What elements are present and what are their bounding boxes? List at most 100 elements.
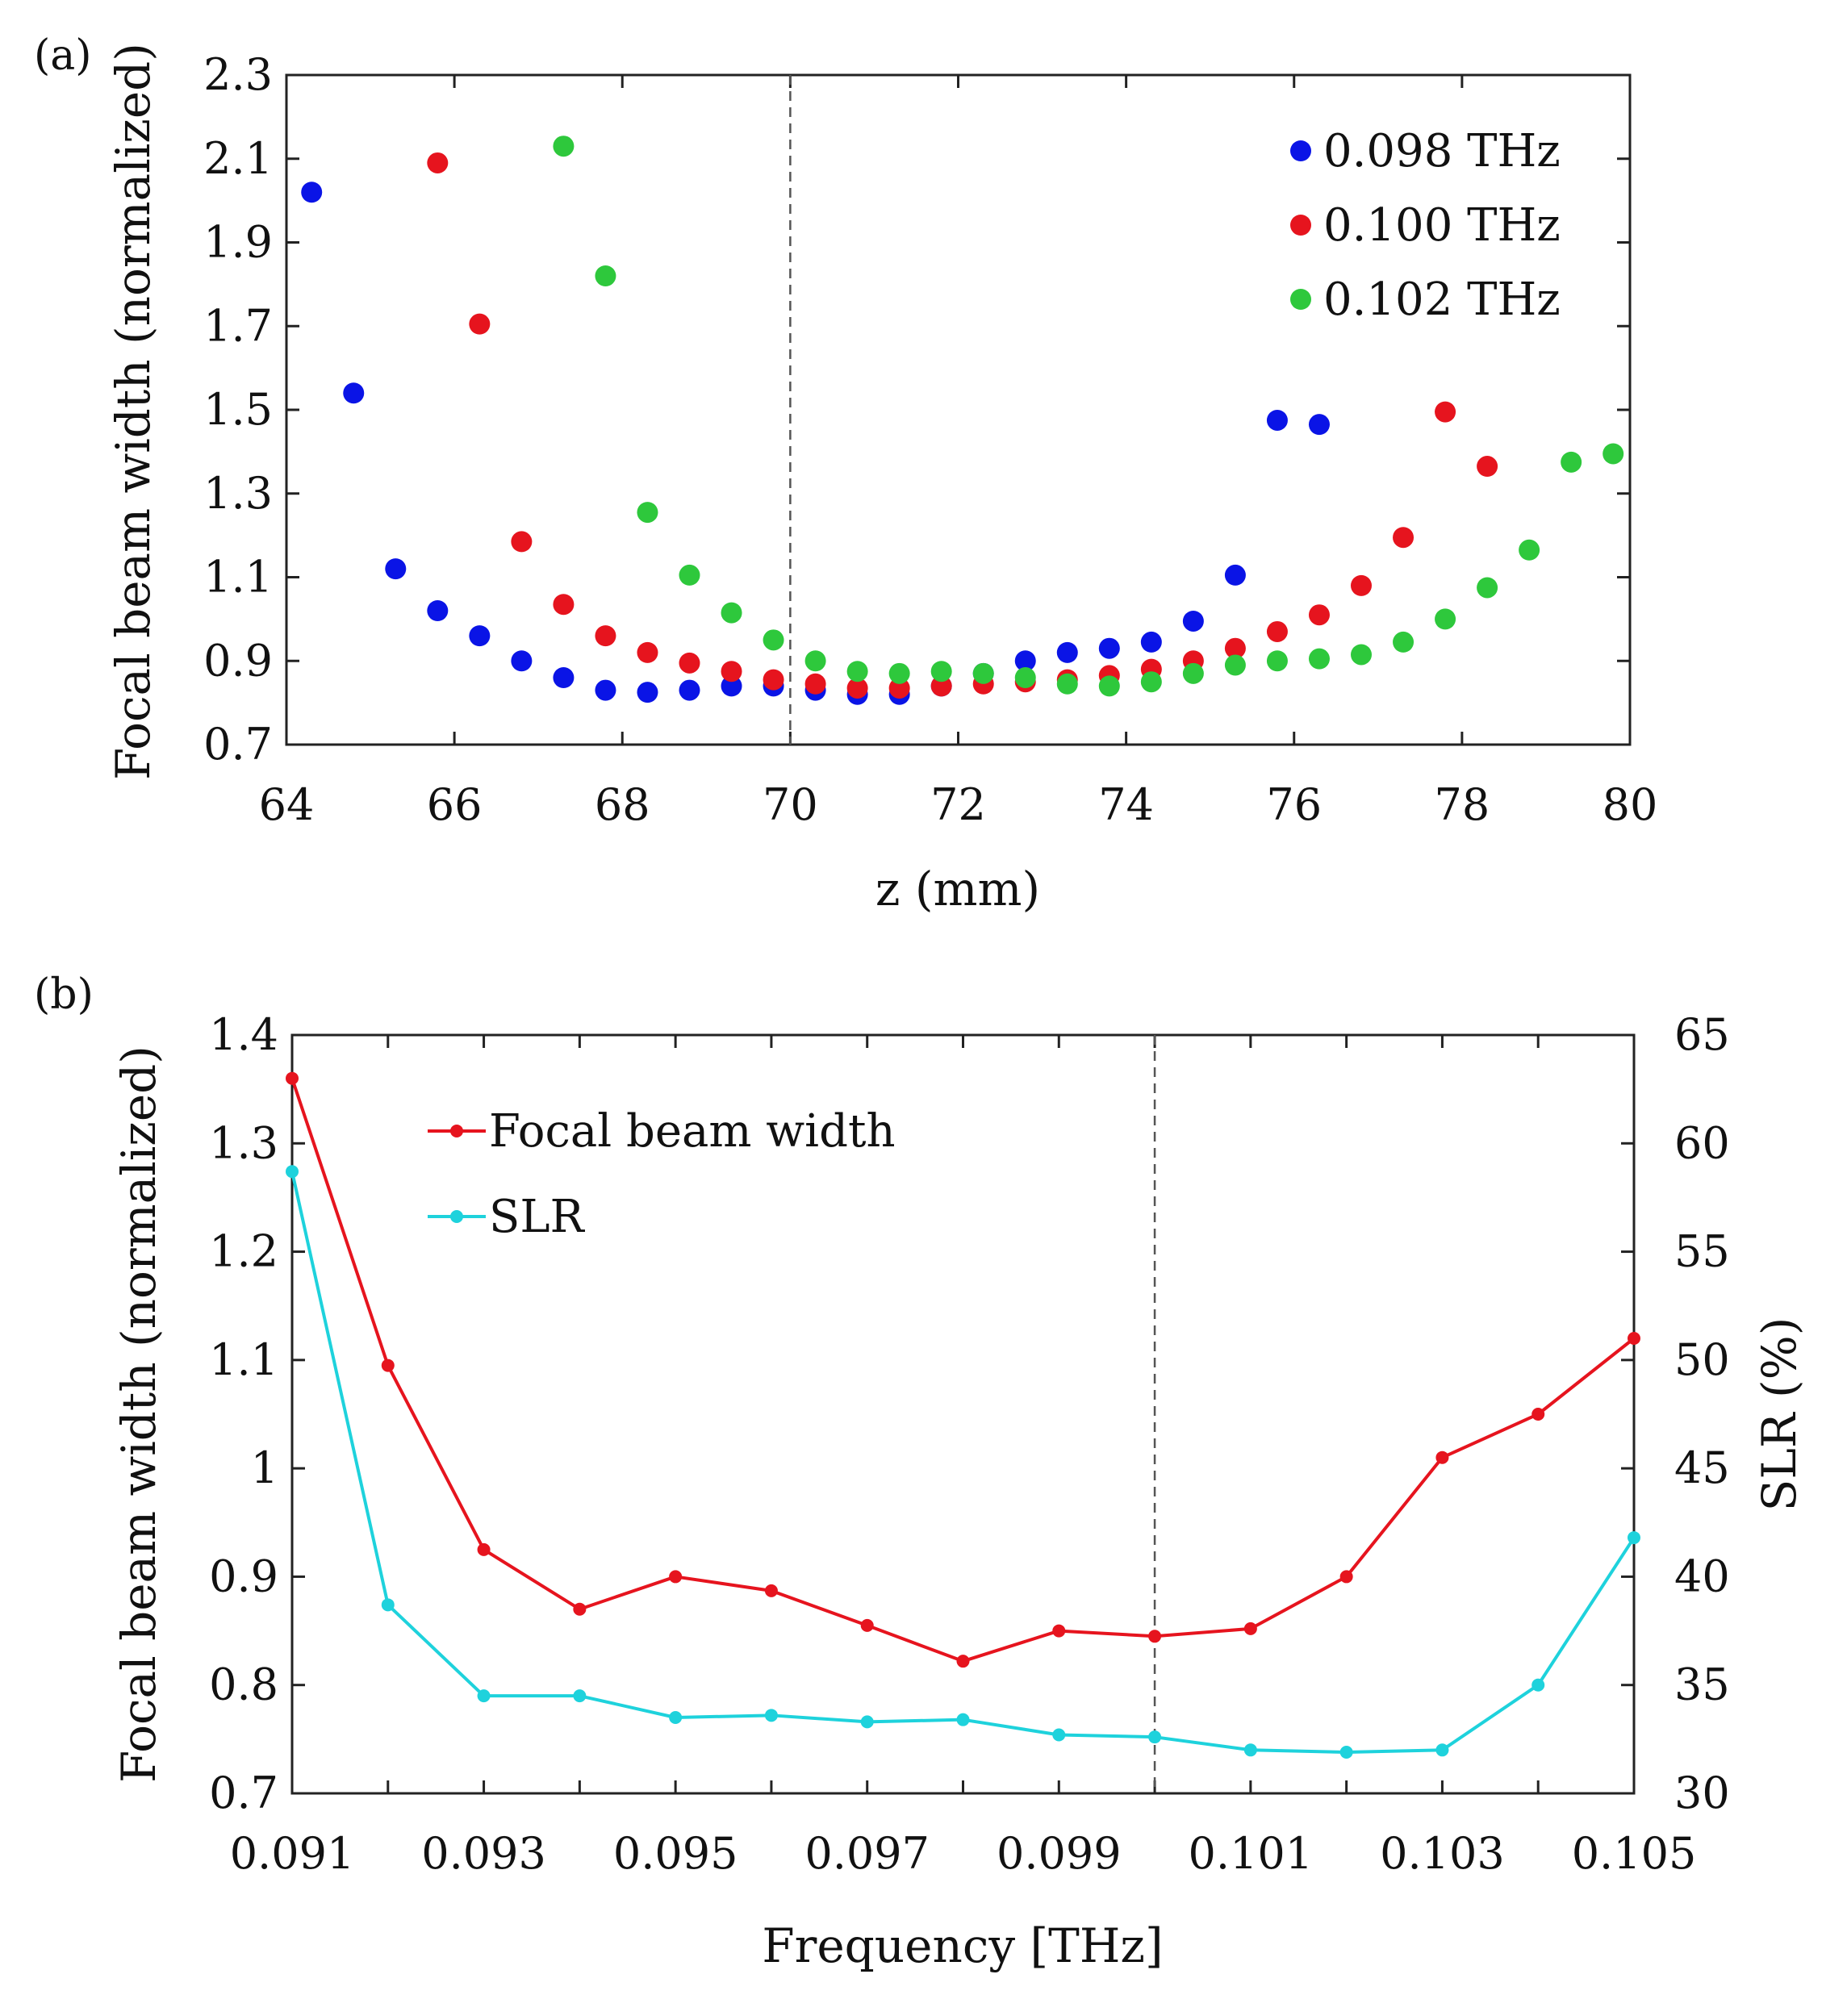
panel-a-data-point bbox=[343, 382, 365, 404]
panel-a-data-point bbox=[763, 629, 784, 651]
panel-b-data-point bbox=[860, 1618, 874, 1632]
panel-a-data-point bbox=[1393, 631, 1415, 653]
panel-b-x-axis-title: Frequency [THz] bbox=[762, 1918, 1163, 1973]
panel-a-data-point bbox=[511, 650, 533, 672]
panel-a-legend-label: 0.098 THz bbox=[1323, 125, 1561, 177]
panel-b-legend-marker bbox=[450, 1210, 463, 1223]
panel-a-data-point bbox=[511, 531, 533, 553]
panel-b-data-point bbox=[573, 1689, 587, 1703]
panel-b-x-tick-label: 0.101 bbox=[1189, 1828, 1314, 1879]
panel-a-data-point bbox=[1056, 641, 1078, 663]
panel-a-data-point bbox=[1224, 564, 1246, 586]
panel-a-y-tick-label: 0.7 bbox=[203, 719, 273, 770]
panel-b-data-point bbox=[669, 1570, 683, 1584]
panel-b-right-y-tick-label: 50 bbox=[1674, 1334, 1730, 1385]
panel-a-data-point bbox=[1266, 650, 1288, 672]
panel-b-x-tick-label: 0.099 bbox=[997, 1828, 1122, 1879]
panel-a-data-point bbox=[1393, 527, 1415, 549]
panel-a-data-point bbox=[721, 602, 742, 624]
panel-a-y-tick-label: 1.9 bbox=[203, 217, 273, 268]
panel-a-points bbox=[301, 136, 1624, 705]
panel-a-y-tick-label: 1.7 bbox=[203, 300, 273, 351]
panel-a-x-tick-label: 68 bbox=[595, 779, 650, 830]
panel-b-legend-label: SLR bbox=[489, 1191, 586, 1243]
panel-a-data-point bbox=[846, 661, 868, 682]
panel-b-x-tick-label: 0.105 bbox=[1572, 1828, 1697, 1879]
panel-a-x-tick-label: 64 bbox=[259, 779, 315, 830]
panel-b-label: (b) bbox=[34, 970, 94, 1019]
panel-a-x-tick-label: 76 bbox=[1266, 779, 1322, 830]
panel-a-data-point bbox=[763, 669, 784, 691]
panel-b-data-point bbox=[1052, 1728, 1066, 1742]
panel-b-left-y-tick-label: 1.4 bbox=[209, 1009, 278, 1060]
panel-b-left-y-tick-label: 1.3 bbox=[209, 1117, 278, 1168]
panel-b-ticks: 0.091 0.093 0.095 0.097 0.099 0.101 0.103 0.105… bbox=[209, 1009, 1730, 1879]
panel-b-data-point bbox=[286, 1165, 299, 1179]
panel-a-data-point bbox=[1266, 409, 1288, 431]
panel-a-data-point bbox=[1308, 604, 1330, 626]
panel-a-data-point bbox=[301, 182, 323, 203]
panel-b-left-y-tick-label: 1.1 bbox=[209, 1334, 278, 1385]
panel-b-data-point bbox=[381, 1359, 395, 1372]
panel-b-x-tick-label: 0.093 bbox=[421, 1828, 546, 1879]
panel-b-right-y-tick-label: 55 bbox=[1674, 1226, 1730, 1277]
panel-a-series-0 bbox=[301, 182, 1330, 705]
panel-b-series-line bbox=[290, 1078, 1636, 1663]
panel-a-data-point bbox=[1056, 673, 1078, 695]
panel-a-data-point bbox=[721, 675, 742, 697]
panel-b-data-point bbox=[956, 1713, 970, 1726]
panel-a-y-tick-label: 1.1 bbox=[203, 552, 273, 603]
panel-b-data-point bbox=[956, 1655, 970, 1668]
panel-a-data-point bbox=[846, 677, 868, 699]
panel-b-left-y-axis-title: Focal beam width (normalized) bbox=[111, 1046, 166, 1783]
panel-a-data-point bbox=[469, 313, 491, 335]
panel-a-data-point bbox=[972, 662, 994, 684]
panel-a-data-point bbox=[553, 136, 575, 157]
panel-b-left-y-tick-label: 1 bbox=[251, 1442, 278, 1493]
panel-a-data-point bbox=[427, 152, 449, 173]
panel-a-x-tick-label: 74 bbox=[1098, 779, 1154, 830]
panel-a-y-tick-label: 1.5 bbox=[203, 384, 273, 435]
panel-a-x-tick-label: 78 bbox=[1435, 779, 1490, 830]
panel-a-data-point bbox=[1224, 637, 1246, 659]
panel-a-data-point bbox=[1182, 662, 1204, 684]
panel-b-legend: Focal beam width SLR bbox=[428, 1105, 896, 1243]
panel-a-data-point bbox=[1477, 577, 1498, 599]
panel-a-data-point bbox=[469, 625, 491, 647]
panel-a-data-point bbox=[1603, 443, 1624, 465]
panel-b-right-y-tick-label: 60 bbox=[1674, 1117, 1730, 1168]
panel-b-data-point bbox=[764, 1709, 778, 1722]
panel-a-legend-label: 0.100 THz bbox=[1323, 199, 1561, 252]
panel-a-data-point bbox=[595, 265, 616, 286]
panel-b-left-y-tick-label: 0.8 bbox=[209, 1659, 278, 1710]
panel-a-legend-label: 0.102 THz bbox=[1323, 273, 1561, 326]
panel-a-legend-marker bbox=[1290, 289, 1311, 310]
panel-a-data-point bbox=[1098, 675, 1120, 697]
panel-a-data-point bbox=[1098, 637, 1120, 659]
panel-b-data-point bbox=[381, 1598, 395, 1612]
panel-a-data-point bbox=[679, 564, 700, 586]
panel-a-data-point bbox=[804, 650, 826, 672]
panel-b-data-point bbox=[1435, 1743, 1449, 1757]
panel-b-data-point bbox=[860, 1715, 874, 1729]
panel-a-data-point bbox=[888, 662, 910, 684]
panel-a-data-point bbox=[1519, 539, 1540, 561]
panel-b-right-y-tick-label: 45 bbox=[1674, 1442, 1730, 1493]
panel-a-data-point bbox=[679, 679, 700, 701]
panel-a-data-point bbox=[637, 641, 658, 663]
panel-b-left-y-tick-label: 0.9 bbox=[209, 1551, 278, 1601]
panel-b-right-y-tick-label: 40 bbox=[1674, 1551, 1730, 1601]
panel-b-legend-marker bbox=[450, 1125, 463, 1137]
panel-b-data-point bbox=[286, 1071, 299, 1085]
panel-b-left-y-tick-label: 1.2 bbox=[209, 1226, 278, 1277]
panel-a-data-point bbox=[1014, 650, 1036, 672]
panel-b-x-tick-label: 0.103 bbox=[1380, 1828, 1505, 1879]
panel-b-data-point bbox=[1532, 1408, 1545, 1421]
panel-b-data-point bbox=[1628, 1332, 1640, 1345]
panel-a-y-axis-title: Focal beam width (normalized) bbox=[106, 43, 161, 780]
panel-a-data-point bbox=[1435, 608, 1456, 630]
panel-b-data-point bbox=[1243, 1622, 1257, 1635]
panel-a-data-point bbox=[930, 675, 952, 697]
panel-a-data-point bbox=[553, 667, 575, 688]
panel-a-data-point bbox=[595, 625, 616, 647]
